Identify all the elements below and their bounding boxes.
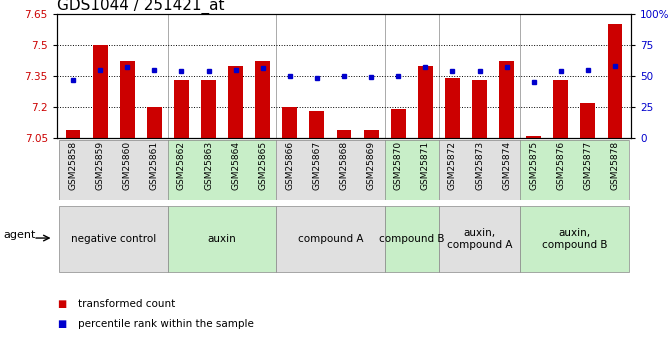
- Bar: [526, 136, 541, 138]
- Text: GSM25876: GSM25876: [556, 141, 565, 190]
- Text: compound A: compound A: [298, 234, 363, 244]
- Bar: [520, 206, 629, 272]
- Bar: [120, 61, 135, 138]
- Text: GSM25865: GSM25865: [259, 141, 267, 190]
- Text: GSM25862: GSM25862: [177, 141, 186, 190]
- Text: auxin: auxin: [208, 234, 236, 244]
- Bar: [168, 140, 277, 200]
- Text: GSM25877: GSM25877: [583, 141, 593, 190]
- Bar: [147, 107, 162, 138]
- Bar: [65, 130, 80, 138]
- Bar: [363, 130, 379, 138]
- Bar: [553, 80, 568, 138]
- Bar: [277, 206, 385, 272]
- Bar: [309, 111, 325, 138]
- Text: GDS1044 / 251421_at: GDS1044 / 251421_at: [57, 0, 224, 14]
- Bar: [174, 80, 189, 138]
- Bar: [445, 78, 460, 138]
- Bar: [385, 140, 439, 200]
- Text: GSM25874: GSM25874: [502, 141, 511, 190]
- Bar: [337, 130, 351, 138]
- Text: auxin,
compound B: auxin, compound B: [542, 228, 607, 250]
- Bar: [255, 61, 270, 138]
- Bar: [283, 107, 297, 138]
- Bar: [439, 140, 520, 200]
- Text: compound B: compound B: [379, 234, 444, 244]
- Text: GSM25867: GSM25867: [313, 141, 321, 190]
- Bar: [580, 103, 595, 138]
- Text: GSM25858: GSM25858: [69, 141, 77, 190]
- Text: transformed count: transformed count: [78, 299, 176, 308]
- Bar: [520, 140, 629, 200]
- Bar: [93, 45, 108, 138]
- Text: auxin,
compound A: auxin, compound A: [447, 228, 512, 250]
- Bar: [418, 66, 433, 138]
- Text: GSM25875: GSM25875: [529, 141, 538, 190]
- Bar: [228, 66, 243, 138]
- Text: ■: ■: [57, 299, 66, 308]
- Bar: [608, 24, 623, 138]
- Text: GSM25873: GSM25873: [475, 141, 484, 190]
- Text: GSM25870: GSM25870: [393, 141, 403, 190]
- Text: GSM25869: GSM25869: [367, 141, 375, 190]
- Bar: [472, 80, 487, 138]
- Text: ■: ■: [57, 319, 66, 329]
- Text: GSM25861: GSM25861: [150, 141, 159, 190]
- Bar: [439, 206, 520, 272]
- Text: negative control: negative control: [71, 234, 156, 244]
- Bar: [277, 140, 385, 200]
- Bar: [168, 206, 277, 272]
- Bar: [59, 140, 168, 200]
- Text: GSM25863: GSM25863: [204, 141, 213, 190]
- Bar: [385, 206, 439, 272]
- Text: GSM25871: GSM25871: [421, 141, 430, 190]
- Text: GSM25866: GSM25866: [285, 141, 295, 190]
- Text: GSM25872: GSM25872: [448, 141, 457, 190]
- Text: GSM25878: GSM25878: [611, 141, 619, 190]
- Text: GSM25860: GSM25860: [123, 141, 132, 190]
- Bar: [391, 109, 405, 138]
- Text: GSM25868: GSM25868: [339, 141, 349, 190]
- Bar: [499, 61, 514, 138]
- Bar: [201, 80, 216, 138]
- Text: GSM25859: GSM25859: [96, 141, 105, 190]
- Text: percentile rank within the sample: percentile rank within the sample: [78, 319, 254, 329]
- Text: agent: agent: [3, 230, 35, 239]
- Bar: [59, 206, 168, 272]
- Text: GSM25864: GSM25864: [231, 141, 240, 190]
